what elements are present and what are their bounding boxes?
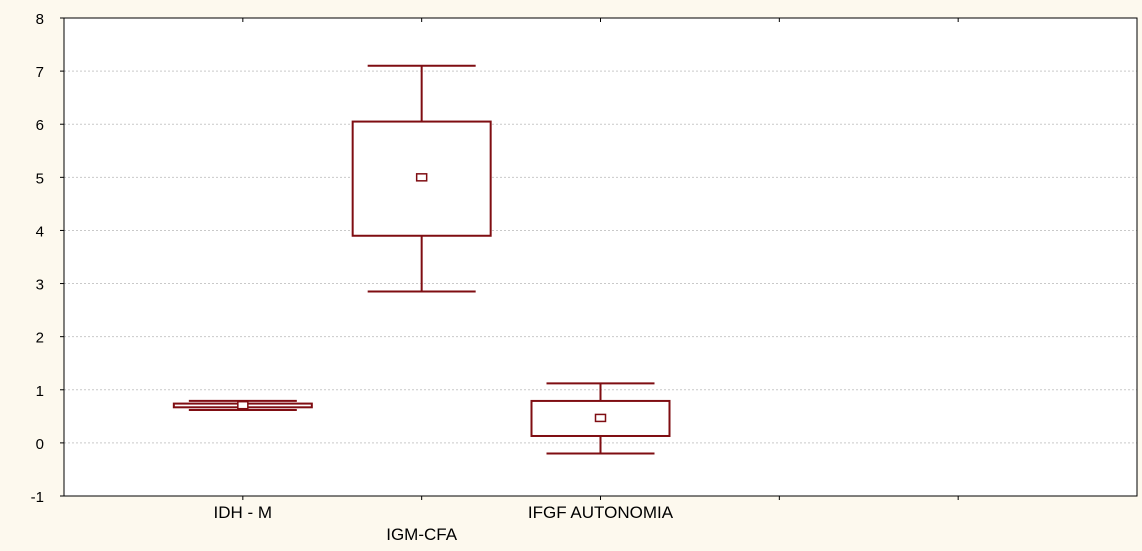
- x-category-label: IGM-CFA: [386, 525, 457, 544]
- labels: -1 0 1 2 3 4 5 6 7 8 IDH - M IGM-CFA IFGF AUTONOMIA: [31, 11, 674, 544]
- y-tick-label: 5: [36, 170, 44, 187]
- y-tick-label: 6: [36, 117, 44, 134]
- y-tick-label: 4: [36, 223, 44, 240]
- y-tick-label: 1: [36, 383, 44, 400]
- median-marker: [237, 400, 249, 410]
- y-tick-label: 3: [36, 277, 44, 294]
- median-marker: [415, 173, 428, 182]
- y-tick-label: 2: [36, 330, 44, 347]
- y-tick-label: 0: [36, 436, 44, 453]
- y-tick-label: -1: [31, 489, 44, 506]
- y-tick-label: 8: [36, 11, 44, 28]
- plot-frame: [63, 17, 1138, 497]
- boxes: [172, 64, 671, 455]
- median-marker: [594, 413, 607, 423]
- y-tick-label: 7: [36, 64, 44, 81]
- x-category-label: IFGF AUTONOMIA: [528, 503, 674, 522]
- axes: [60, 17, 1138, 500]
- x-category-label: IDH - M: [214, 503, 273, 522]
